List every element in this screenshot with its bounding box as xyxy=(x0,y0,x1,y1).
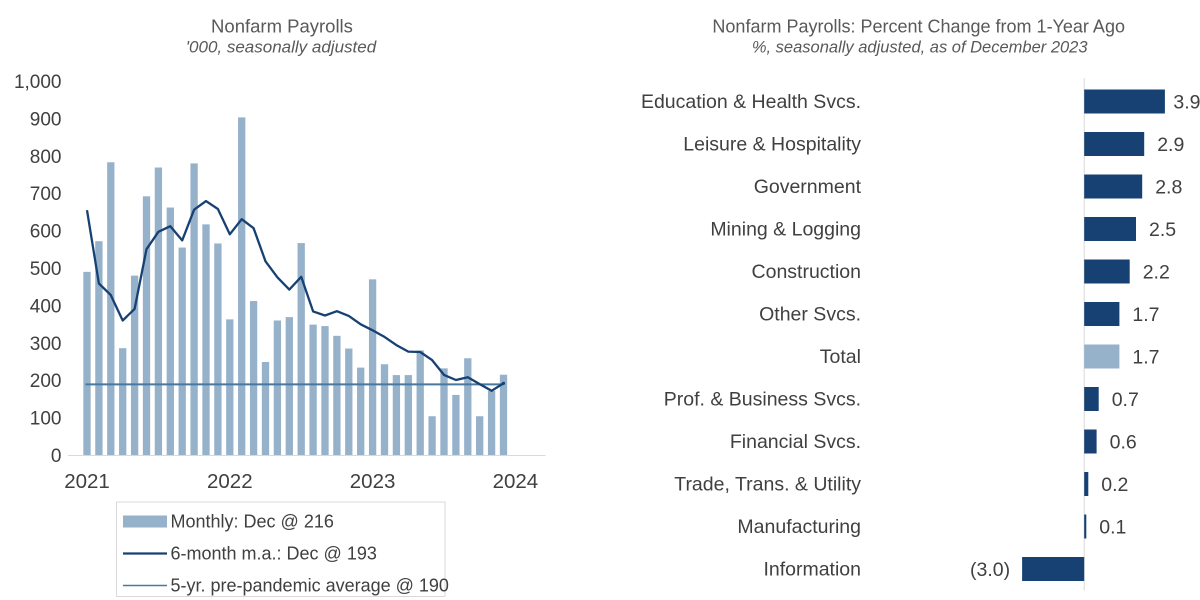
svg-text:5-yr. pre-pandemic average @ 1: 5-yr. pre-pandemic average @ 190 xyxy=(171,576,449,596)
svg-text:Financial Svcs.: Financial Svcs. xyxy=(730,431,861,453)
svg-text:2.9: 2.9 xyxy=(1157,134,1184,156)
svg-text:'000, seasonally adjusted: '000, seasonally adjusted xyxy=(186,37,377,56)
svg-text:0.6: 0.6 xyxy=(1110,432,1137,454)
svg-text:Total: Total xyxy=(820,346,861,368)
svg-text:600: 600 xyxy=(30,222,62,243)
svg-text:2024: 2024 xyxy=(493,470,539,493)
svg-text:400: 400 xyxy=(30,296,62,317)
svg-text:1,000: 1,000 xyxy=(14,72,62,93)
svg-text:Information: Information xyxy=(763,559,861,581)
svg-text:0.1: 0.1 xyxy=(1099,517,1126,539)
svg-text:0.7: 0.7 xyxy=(1112,389,1139,411)
svg-text:1.7: 1.7 xyxy=(1132,304,1159,326)
svg-text:Leisure & Hospitality: Leisure & Hospitality xyxy=(683,134,861,156)
svg-text:200: 200 xyxy=(30,371,62,392)
svg-text:700: 700 xyxy=(30,184,62,205)
svg-text:500: 500 xyxy=(30,259,62,280)
svg-text:2023: 2023 xyxy=(350,470,396,493)
svg-text:3.9: 3.9 xyxy=(1173,92,1200,114)
svg-text:%, seasonally adjusted, as of: %, seasonally adjusted, as of December 2… xyxy=(752,39,1089,57)
svg-text:Education & Health Svcs.: Education & Health Svcs. xyxy=(641,91,861,113)
svg-text:Government: Government xyxy=(754,176,862,198)
svg-text:300: 300 xyxy=(30,334,62,355)
svg-text:Manufacturing: Manufacturing xyxy=(737,516,861,538)
svg-text:(3.0): (3.0) xyxy=(970,559,1010,581)
svg-text:Construction: Construction xyxy=(752,261,861,283)
svg-text:Prof. & Business Svcs.: Prof. & Business Svcs. xyxy=(664,389,861,411)
svg-text:0: 0 xyxy=(51,446,62,467)
svg-text:0.2: 0.2 xyxy=(1101,474,1128,496)
svg-text:2.2: 2.2 xyxy=(1143,262,1170,284)
svg-text:Nonfarm Payrolls: Percent Chan: Nonfarm Payrolls: Percent Change from 1-… xyxy=(712,16,1125,36)
svg-text:2.8: 2.8 xyxy=(1155,177,1182,199)
svg-text:Other Svcs.: Other Svcs. xyxy=(759,304,861,326)
svg-text:Nonfarm Payrolls: Nonfarm Payrolls xyxy=(211,15,353,36)
svg-text:6-month m.a.: Dec @ 193: 6-month m.a.: Dec @ 193 xyxy=(171,544,377,564)
svg-text:1.7: 1.7 xyxy=(1132,347,1159,369)
svg-text:100: 100 xyxy=(30,409,62,430)
svg-text:2022: 2022 xyxy=(207,470,253,493)
svg-text:2.5: 2.5 xyxy=(1149,219,1176,241)
svg-text:Monthly: Dec @ 216: Monthly: Dec @ 216 xyxy=(171,512,334,532)
svg-text:900: 900 xyxy=(30,109,62,130)
svg-text:800: 800 xyxy=(30,147,62,168)
svg-text:Trade, Trans. & Utility: Trade, Trans. & Utility xyxy=(674,474,861,496)
svg-text:2021: 2021 xyxy=(64,470,110,493)
svg-text:Mining & Logging: Mining & Logging xyxy=(710,219,861,241)
